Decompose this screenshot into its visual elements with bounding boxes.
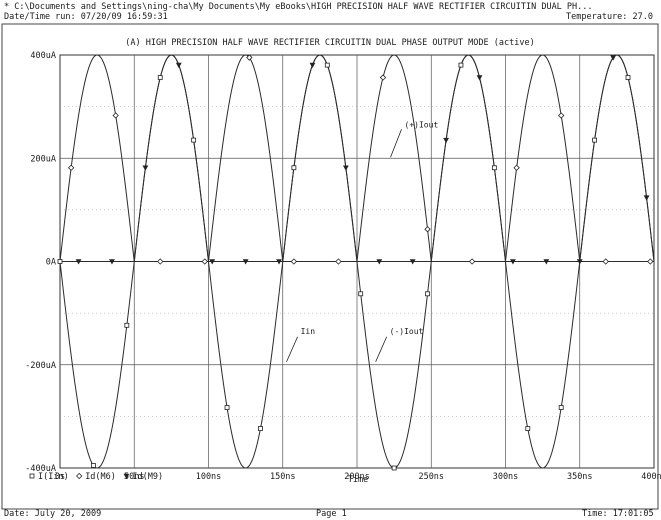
- series-marker-2: [576, 259, 583, 265]
- series-marker-0: [625, 75, 631, 80]
- series-marker-1: [157, 258, 164, 265]
- run-datetime: Date/Time run: 07/20/09 16:59:31: [4, 12, 168, 22]
- y-tick-label: -400uA: [25, 464, 56, 474]
- tick-labels: 0s 50ns 100ns 150ns 200ns 250ns 300ns 350ns 400n…: [25, 51, 661, 482]
- plot-frame: [1, 23, 659, 510]
- series-marker-0: [91, 463, 96, 468]
- series-marker-2: [510, 259, 516, 265]
- y-tick-label: 0A: [46, 258, 56, 268]
- series-marker-2: [376, 259, 383, 265]
- footer-date: Date: July 20, 2009: [4, 509, 102, 519]
- series-marker-0: [458, 62, 464, 68]
- temperature-label: Temperature: 27.0: [566, 12, 653, 22]
- series-marker-2: [309, 62, 316, 69]
- legend: I(Iin) Id(M6) Id(M9): [29, 472, 163, 482]
- legend-marker: [29, 473, 35, 479]
- series-marker-1: [513, 164, 520, 171]
- x-tick-label: 350ns: [567, 472, 593, 482]
- series-marker-0: [57, 259, 63, 264]
- series-marker-1: [647, 258, 654, 265]
- series-marker-1: [246, 54, 253, 61]
- series-marker-2: [409, 259, 416, 265]
- trace-markers: [57, 54, 654, 471]
- trace-annotations: (+)Iout Iin (-)Iout: [286, 120, 439, 362]
- series-marker-2: [610, 55, 617, 61]
- series-marker-0: [157, 75, 163, 80]
- x-tick-label: 250ns: [418, 472, 444, 482]
- series-marker-1: [201, 258, 208, 265]
- legend-marker: [76, 472, 83, 480]
- annotation-label: (+)Iout: [405, 120, 439, 129]
- series-marker-0: [324, 62, 330, 68]
- x-tick-label: 50ns: [124, 472, 144, 482]
- annotation-leader: [375, 336, 388, 362]
- series-marker-2: [543, 259, 550, 265]
- series-marker-0: [491, 165, 497, 171]
- series-marker-1: [67, 164, 75, 171]
- x-tick-label: 200ns: [344, 472, 370, 482]
- series-marker-1: [335, 258, 342, 265]
- series-marker-0: [592, 137, 597, 143]
- series-line-2: [60, 54, 655, 262]
- series-marker-1: [379, 74, 387, 81]
- series-marker-0: [124, 322, 130, 328]
- legend-marker: [123, 473, 130, 480]
- y-tick-label: 400uA: [30, 51, 56, 61]
- annotation-leader: [286, 336, 298, 362]
- series-marker-1: [424, 226, 431, 233]
- series-marker-2: [242, 259, 249, 265]
- footer-time: Time: 17:01:05: [582, 509, 654, 519]
- y-tick-label: -200uA: [25, 361, 56, 371]
- series-marker-0: [425, 291, 430, 297]
- chart-title: (A) HIGH PRECISION HALF WAVE RECTIFIER C…: [125, 38, 534, 48]
- series-marker-2: [476, 75, 483, 81]
- series-marker-1: [468, 258, 476, 265]
- series-marker-0: [258, 426, 263, 431]
- series-marker-1: [112, 112, 119, 119]
- file-path-header: * C:\Documents and Settings\ning-cha\My …: [4, 2, 593, 12]
- series-marker-0: [391, 465, 397, 471]
- annotation-leader: [390, 129, 402, 158]
- legend-entry: Id(M9): [132, 472, 163, 482]
- x-tick-label: 100ns: [196, 472, 222, 482]
- x-tick-label: 0s: [55, 472, 65, 482]
- series-marker-1: [602, 258, 609, 265]
- annotation-label: (-)Iout: [390, 327, 424, 336]
- y-tick-label: 200uA: [30, 154, 56, 164]
- series-marker-1: [290, 258, 298, 265]
- x-axis-label: Time: [348, 475, 368, 485]
- series-marker-0: [525, 426, 531, 431]
- series-marker-0: [291, 165, 297, 171]
- series-marker-2: [109, 259, 115, 265]
- footer-page: Page 1: [316, 509, 347, 519]
- series-marker-2: [342, 165, 349, 171]
- series-marker-0: [224, 405, 230, 410]
- series-marker-2: [75, 259, 82, 265]
- legend-entry: Id(M6): [85, 472, 116, 482]
- series-marker-2: [643, 195, 650, 201]
- series-marker-0: [191, 137, 197, 143]
- series-marker-2: [209, 259, 216, 265]
- x-tick-label: 150ns: [270, 472, 296, 482]
- legend-entry: I(Iin): [38, 472, 69, 482]
- series-marker-2: [142, 165, 149, 171]
- x-tick-label: 400ns: [641, 472, 661, 482]
- series-marker-2: [276, 259, 282, 265]
- series-marker-2: [443, 137, 450, 144]
- x-tick-label: 300ns: [493, 472, 519, 482]
- series-marker-0: [358, 291, 364, 297]
- series-marker-2: [175, 62, 182, 69]
- annotation-label: Iin: [301, 327, 316, 336]
- series-marker-0: [558, 405, 564, 410]
- series-marker-1: [558, 112, 565, 119]
